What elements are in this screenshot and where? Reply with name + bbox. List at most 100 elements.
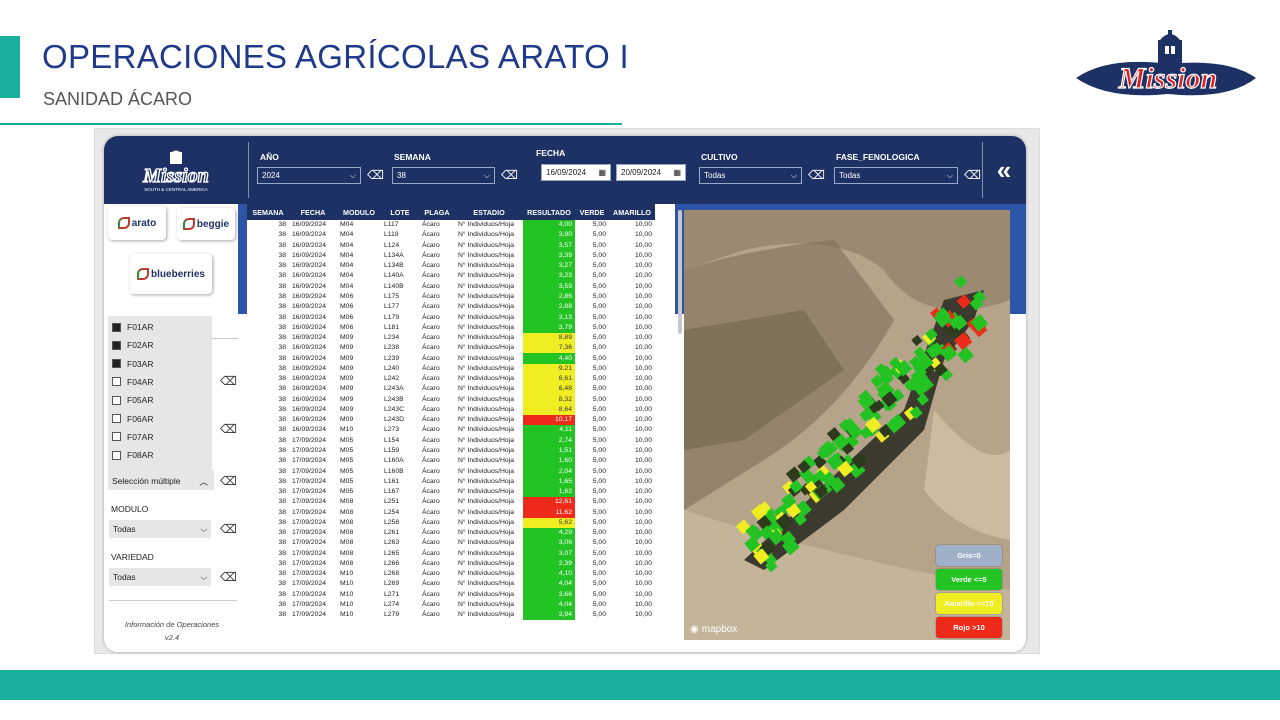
table-row[interactable]: 38 16/09/2024 M09 L239 Ácaro N° Individuos/Ho…: [247, 353, 655, 364]
map-plot[interactable]: [765, 559, 778, 573]
brand-beggie-button[interactable]: beggie: [177, 208, 235, 240]
table-row[interactable]: 38 16/09/2024 M04 L134B Ácaro N° Individuos/H…: [247, 261, 655, 272]
column-header[interactable]: MODULO: [337, 204, 381, 220]
checkbox-icon[interactable]: [112, 322, 121, 332]
lote-checkbox-f03ar[interactable]: F03AR: [112, 359, 153, 369]
brand-blueberries-button[interactable]: blueberries: [130, 254, 212, 294]
table-row[interactable]: 38 17/09/2024 M05 L161 Ácaro N° Individuos/Ho…: [247, 476, 655, 487]
checkbox-icon[interactable]: [112, 450, 121, 460]
table-row[interactable]: 38 17/09/2024 M05 L154 Ácaro N° Individuos/Ho…: [247, 435, 655, 446]
table-row[interactable]: 38 16/09/2024 M09 L243B Ácaro N° Individuos/H…: [247, 394, 655, 405]
eraser-icon[interactable]: ⌫: [220, 522, 237, 536]
modulo-select[interactable]: Todas ⌵: [109, 520, 211, 538]
table-row[interactable]: 38 16/09/2024 M09 L243C Ácaro N° Individuos/H…: [247, 404, 655, 416]
checkbox-icon[interactable]: [112, 432, 121, 442]
map-plot[interactable]: [804, 480, 817, 493]
lote-checkbox-f07ar[interactable]: F07AR: [112, 432, 153, 442]
eraser-icon[interactable]: ⌫: [964, 168, 981, 182]
map-plot[interactable]: [897, 372, 911, 385]
table-row[interactable]: 38 16/09/2024 M04 L124 Ácaro N° Individuos/Ho…: [247, 240, 655, 251]
map-plot[interactable]: [781, 537, 800, 556]
table-row[interactable]: 38 16/09/2024 M04 L134A Ácaro N° Individuos/H…: [247, 250, 655, 262]
table-row[interactable]: 38 16/09/2024 M09 L243A Ácaro N° Individuos/H…: [247, 384, 655, 395]
back-button[interactable]: «: [996, 155, 1012, 185]
map-plot[interactable]: [744, 536, 761, 553]
map-plot[interactable]: [789, 479, 803, 494]
legend-item[interactable]: Gris=0: [936, 545, 1002, 566]
checkbox-icon[interactable]: [112, 395, 121, 405]
map-plot[interactable]: [870, 374, 884, 388]
eraser-icon[interactable]: ⌫: [808, 168, 825, 182]
table-row[interactable]: 38 16/09/2024 M09 L240 Ácaro N° Individuos/Ho…: [247, 363, 655, 374]
legend-item[interactable]: Amarillo <=10: [936, 593, 1002, 614]
map-plot[interactable]: [814, 484, 829, 499]
lote-checkbox-f04ar[interactable]: F04AR: [112, 377, 153, 387]
map-plot[interactable]: [954, 275, 968, 289]
map-plot[interactable]: [925, 327, 938, 341]
table-row[interactable]: 38 17/09/2024 M10 L269 Ácaro N° Individuos/Ho…: [247, 579, 655, 590]
eraser-icon[interactable]: ⌫: [367, 168, 384, 182]
map-plot[interactable]: [759, 525, 774, 541]
map-plot[interactable]: [972, 290, 987, 304]
table-row[interactable]: 38 17/09/2024 M08 L266 Ácaro N° Individuos/Ho…: [247, 558, 655, 570]
table-scrollbar[interactable]: [678, 210, 682, 334]
map-plot[interactable]: [859, 426, 873, 440]
checkbox-icon[interactable]: [112, 377, 121, 387]
map-plot[interactable]: [933, 362, 948, 377]
map-plot[interactable]: [928, 342, 944, 358]
table-row[interactable]: 38 16/09/2024 M04 L118 Ácaro N° Individuos/Ho…: [247, 230, 655, 241]
map-plot[interactable]: [826, 452, 844, 471]
table-row[interactable]: 38 17/09/2024 M08 L258 Ácaro N° Individuos/Ho…: [247, 517, 655, 528]
map-plot[interactable]: [847, 423, 864, 440]
legend-item[interactable]: Rojo >10: [936, 617, 1002, 638]
table-row[interactable]: 38 16/09/2024 M04 L140B Ácaro N° Individuos/H…: [247, 281, 655, 292]
multi-select-toggle[interactable]: Selección múltiple ︿: [108, 470, 214, 490]
map-plot[interactable]: [886, 417, 903, 434]
table-row[interactable]: 38 17/09/2024 M08 L263 Ácaro N° Individuos/Ho…: [247, 538, 655, 549]
map-plot[interactable]: [889, 356, 902, 370]
table-row[interactable]: 38 17/09/2024 M05 L159 Ácaro N° Individuos/Ho…: [247, 445, 655, 457]
column-header[interactable]: AMARILLO: [609, 204, 655, 220]
table-row[interactable]: 38 16/09/2024 M06 L177 Ácaro N° Individuos/Ho…: [247, 302, 655, 313]
map-plot[interactable]: [753, 548, 770, 565]
table-row[interactable]: 38 16/09/2024 M09 L234 Ácaro N° Individuos/Ho…: [247, 332, 655, 344]
eraser-icon[interactable]: ⌫: [220, 570, 237, 584]
column-header[interactable]: VERDE: [575, 204, 609, 220]
map-plot[interactable]: [781, 493, 797, 509]
map-plot[interactable]: [940, 344, 958, 362]
eraser-icon[interactable]: ⌫: [220, 474, 237, 488]
table-row[interactable]: 38 16/09/2024 M09 L242 Ácaro N° Individuos/Ho…: [247, 373, 655, 385]
map-plot[interactable]: [794, 512, 808, 526]
brand-arato-button[interactable]: arato: [108, 206, 166, 240]
table-row[interactable]: 38 16/09/2024 M10 L273 Ácaro N° Individuos/Ho…: [247, 425, 655, 436]
map-plot[interactable]: [948, 316, 962, 330]
map-plot[interactable]: [851, 452, 869, 470]
table-row[interactable]: 38 17/09/2024 M05 L167 Ácaro N° Individuos/Ho…: [247, 486, 655, 498]
fase-select[interactable]: Todas ⌵: [834, 167, 958, 184]
table-row[interactable]: 38 16/09/2024 M04 L117 Ácaro N° Individuos/Ho…: [247, 220, 655, 231]
map-plot[interactable]: [775, 512, 794, 531]
table-row[interactable]: 38 17/09/2024 M08 L261 Ácaro N° Individuos/Ho…: [247, 527, 655, 539]
map-plot[interactable]: [797, 460, 811, 474]
map-plot[interactable]: [909, 405, 923, 420]
map-plot[interactable]: [829, 476, 846, 494]
map-plot[interactable]: [970, 314, 989, 332]
cultivo-select[interactable]: Todas ⌵: [699, 167, 802, 184]
table-row[interactable]: 38 17/09/2024 M05 L160B Ácaro N° Individuos/H…: [247, 466, 655, 477]
variedad-select[interactable]: Todas ⌵: [109, 568, 211, 586]
lote-checkbox-f08ar[interactable]: F08AR: [112, 450, 153, 460]
table-row[interactable]: 38 17/09/2024 M10 L274 Ácaro N° Individuos/Ho…: [247, 599, 655, 611]
fecha-desde-input[interactable]: 16/09/2024 ▦: [541, 164, 611, 181]
map-plot[interactable]: [956, 294, 971, 309]
map-plot[interactable]: [793, 500, 812, 519]
table-row[interactable]: 38 17/09/2024 M08 L254 Ácaro N° Individuos/Ho…: [247, 507, 655, 518]
anio-select[interactable]: 2024 ⌵: [257, 167, 361, 184]
table-row[interactable]: 38 17/09/2024 M05 L160A Ácaro N° Individuos/H…: [247, 456, 655, 467]
table-row[interactable]: 38 16/09/2024 M06 L175 Ácaro N° Individuos/Ho…: [247, 291, 655, 303]
map-plot[interactable]: [957, 346, 974, 364]
eraser-icon[interactable]: ⌫: [501, 168, 518, 182]
column-header[interactable]: PLAGA: [419, 204, 455, 220]
map-plot[interactable]: [878, 423, 893, 438]
checkbox-icon[interactable]: [112, 340, 121, 350]
column-header[interactable]: LOTE: [381, 204, 419, 220]
